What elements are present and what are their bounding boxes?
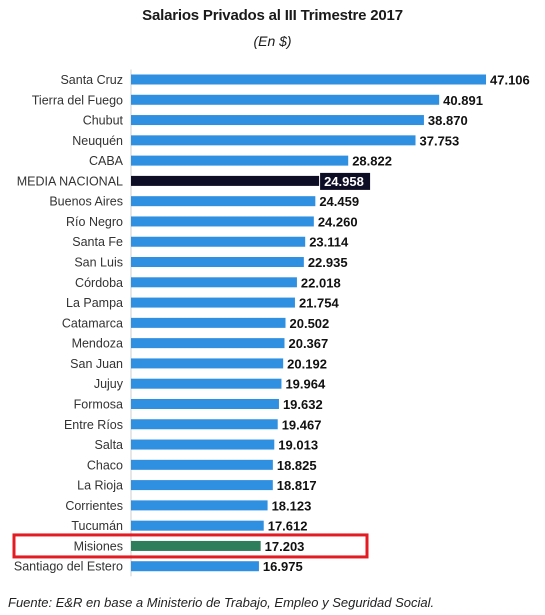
category-label-caba: CABA <box>89 154 124 168</box>
highlight-box-misiones <box>12 533 369 559</box>
bar-buenos-aires <box>131 196 316 207</box>
value-label-chubut: 38.870 <box>428 113 468 128</box>
category-label-corrientes: Corrientes <box>65 499 123 513</box>
value-label-jujuy: 19.964 <box>285 377 326 392</box>
bar-media-nacional <box>131 175 320 186</box>
bar-san-luis <box>131 257 304 268</box>
value-label-corrientes: 18.123 <box>272 498 312 513</box>
category-label-rio-negro: Río Negro <box>66 215 123 229</box>
value-label-mendoza: 20.367 <box>288 336 328 351</box>
value-label-bg-media-nacional <box>320 172 371 190</box>
category-label-buenos-aires: Buenos Aires <box>49 195 123 209</box>
value-label-catamarca: 20.502 <box>290 316 330 331</box>
value-label-buenos-aires: 24.459 <box>319 194 359 209</box>
bar-chubut <box>131 115 424 126</box>
value-label-salta: 19.013 <box>278 438 318 453</box>
bar-catamarca <box>131 317 286 328</box>
bar-misiones <box>131 540 261 551</box>
value-label-misiones: 17.203 <box>265 539 305 554</box>
category-label-jujuy: Jujuy <box>94 377 124 391</box>
category-label-tucuman: Tucumán <box>71 519 123 533</box>
category-label-santiago-del-estero: Santiago del Estero <box>14 560 123 574</box>
bar-cordoba <box>131 277 297 288</box>
bar-rio-negro <box>131 216 314 227</box>
category-label-santa-fe: Santa Fe <box>72 235 123 249</box>
bar-santa-cruz <box>131 74 486 85</box>
value-label-cordoba: 22.018 <box>301 275 341 290</box>
category-label-cordoba: Córdoba <box>75 276 123 290</box>
category-label-la-rioja: La Rioja <box>77 479 123 493</box>
category-label-formosa: Formosa <box>74 397 123 411</box>
value-label-rio-negro: 24.260 <box>318 214 358 229</box>
bar-santiago-del-estero <box>131 561 259 572</box>
bar-tierra-del-fuego <box>131 94 440 105</box>
bar-neuquen <box>131 135 416 146</box>
value-label-neuquen: 37.753 <box>420 133 460 148</box>
category-label-misiones: Misiones <box>74 539 123 553</box>
chart-title: Salarios Privados al III Trimestre 2017 <box>142 7 403 24</box>
bar-caba <box>131 155 349 166</box>
value-label-formosa: 19.632 <box>283 397 323 412</box>
value-label-santa-fe: 23.114 <box>309 235 349 250</box>
category-label-tierra-del-fuego: Tierra del Fuego <box>32 93 123 107</box>
value-label-chaco: 18.825 <box>277 458 317 473</box>
bar-tucuman <box>131 520 264 531</box>
value-label-entre-rios: 19.467 <box>282 417 322 432</box>
category-label-catamarca: Catamarca <box>62 316 123 330</box>
value-label-san-juan: 20.192 <box>287 356 327 371</box>
category-label-chubut: Chubut <box>83 114 124 128</box>
bar-la-pampa <box>131 297 295 308</box>
category-label-media-nacional: MEDIA NACIONAL <box>17 174 123 188</box>
chart-subtitle: (En $) <box>253 33 292 49</box>
category-label-entre-rios: Entre Ríos <box>64 418 123 432</box>
bar-entre-rios <box>131 419 278 430</box>
value-label-caba: 28.822 <box>352 154 392 169</box>
bar-formosa <box>131 398 279 409</box>
value-label-san-luis: 22.935 <box>308 255 348 270</box>
bar-salta <box>131 439 275 450</box>
value-label-tierra-del-fuego: 40.891 <box>443 93 483 108</box>
category-label-san-luis: San Luis <box>74 256 123 270</box>
category-label-la-pampa: La Pampa <box>66 296 123 310</box>
category-label-neuquen: Neuquén <box>72 134 123 148</box>
value-label-media-nacional: 24.958 <box>324 174 364 189</box>
value-label-santiago-del-estero: 16.975 <box>263 559 303 574</box>
bar-corrientes <box>131 500 268 511</box>
category-label-salta: Salta <box>95 438 124 452</box>
bar-jujuy <box>131 378 282 389</box>
bar-san-juan <box>131 358 284 369</box>
bar-la-rioja <box>131 480 273 491</box>
bar-mendoza <box>131 338 285 349</box>
value-label-santa-cruz: 47.106 <box>490 73 530 88</box>
bar-santa-fe <box>131 236 306 247</box>
category-label-santa-cruz: Santa Cruz <box>60 73 123 87</box>
bar-chaco <box>131 459 273 470</box>
value-label-tucuman: 17.612 <box>268 519 308 534</box>
category-label-mendoza: Mendoza <box>72 337 123 351</box>
value-label-la-rioja: 18.817 <box>277 478 317 493</box>
source-note: Fuente: E&R en base a Ministerio de Trab… <box>8 595 435 610</box>
value-label-la-pampa: 21.754 <box>299 296 340 311</box>
category-label-chaco: Chaco <box>87 458 123 472</box>
category-label-san-juan: San Juan <box>70 357 123 371</box>
